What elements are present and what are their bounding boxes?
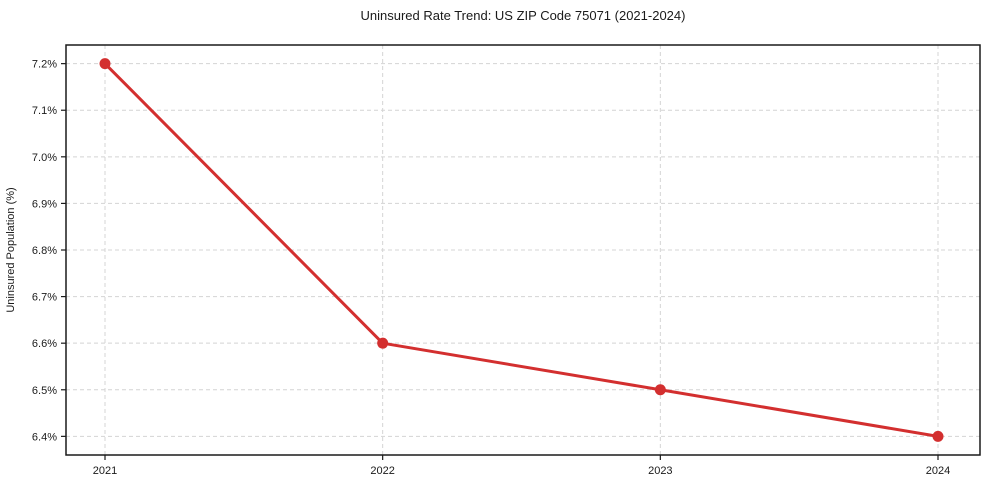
data-point-2023 <box>654 384 666 396</box>
y-tick-label: 6.6% <box>32 338 57 350</box>
y-tick-label: 6.8% <box>32 245 57 257</box>
data-point-2022 <box>377 337 389 349</box>
x-tick-label: 2022 <box>370 465 394 477</box>
y-tick-label: 6.9% <box>32 198 57 210</box>
y-tick-label: 6.7% <box>32 292 57 304</box>
chart-title: Uninsured Rate Trend: US ZIP Code 75071 … <box>360 8 686 23</box>
x-tick-label: 2024 <box>926 465 950 477</box>
y-axis-label: Uninsured Population (%) <box>5 187 17 312</box>
x-tick-label: 2021 <box>93 465 117 477</box>
trend-line <box>103 62 940 438</box>
y-tick-label: 6.5% <box>32 385 57 397</box>
y-tick-label: 7.1% <box>32 105 57 117</box>
y-tick-label: 6.4% <box>32 431 57 443</box>
x-tick-label: 2023 <box>648 465 672 477</box>
data-point-2021 <box>99 58 111 70</box>
y-tick-label: 7.2% <box>32 59 57 71</box>
y-tick-label: 7.0% <box>32 152 57 164</box>
data-point-2024 <box>932 430 944 442</box>
